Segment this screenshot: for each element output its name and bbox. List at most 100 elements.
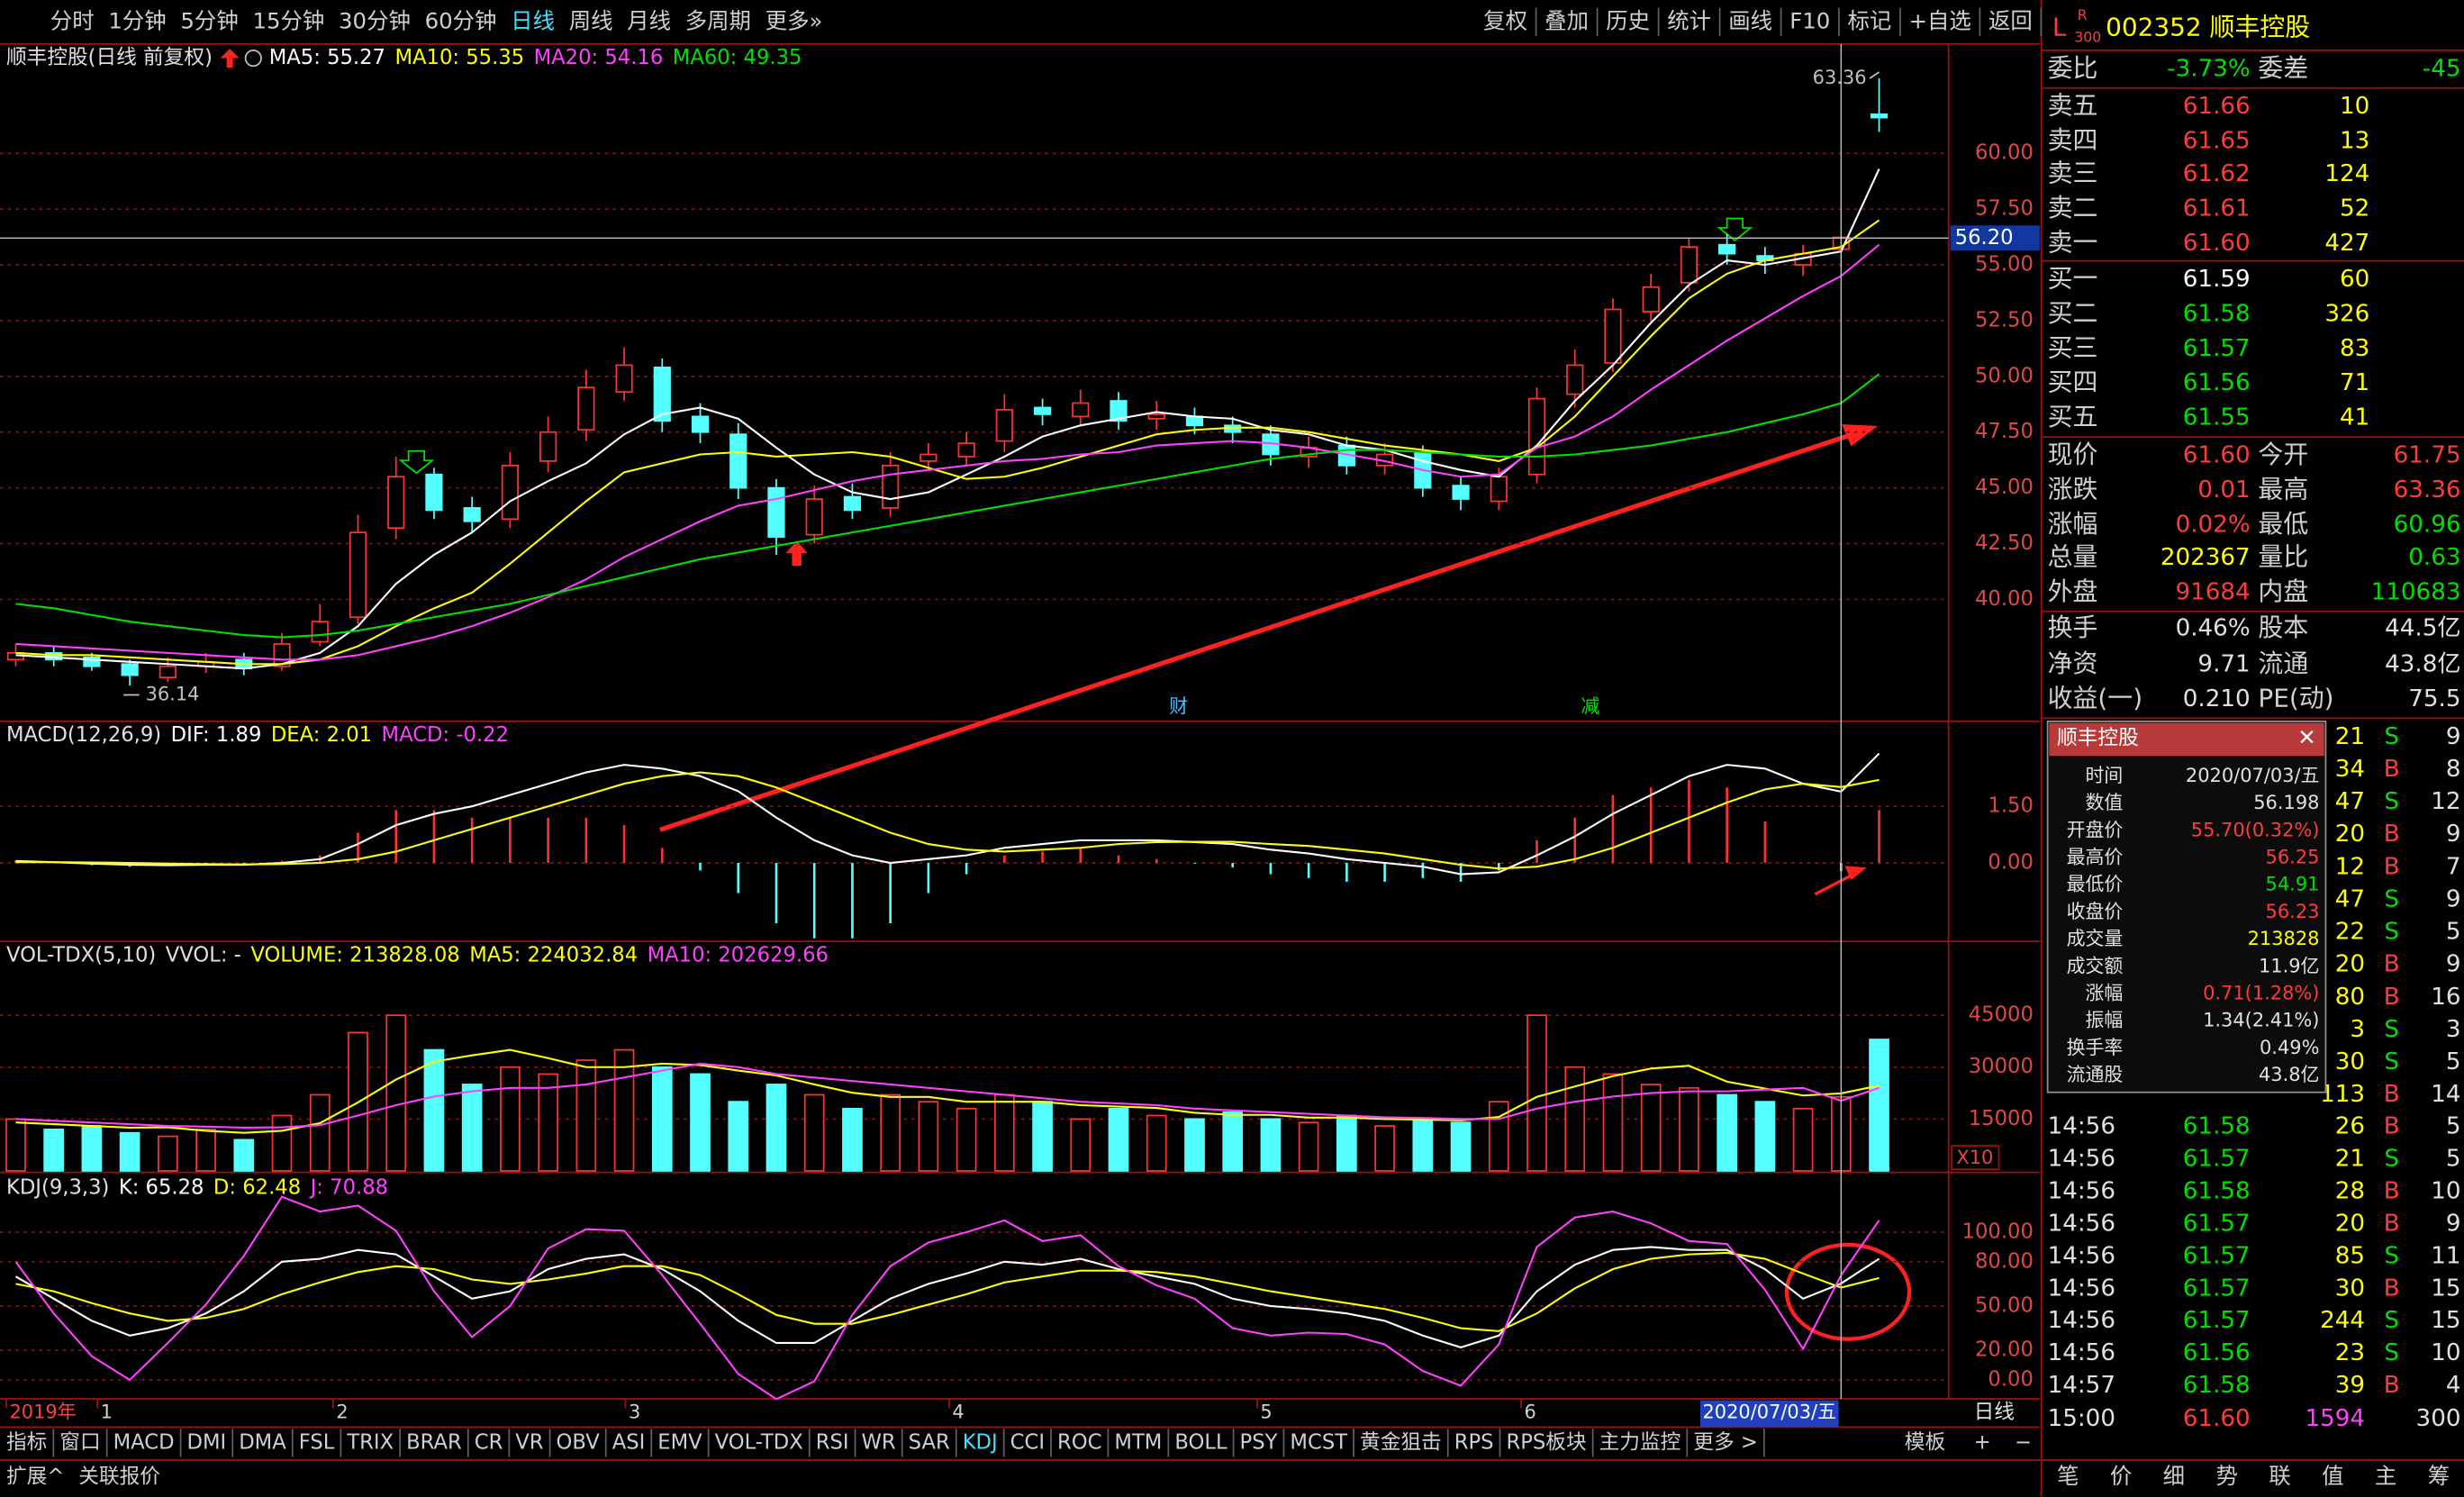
period-tab[interactable]: 多周期 xyxy=(685,7,751,33)
candle-body xyxy=(767,486,785,538)
indicator-tab[interactable]: BRAR xyxy=(406,1430,462,1454)
template-tab[interactable]: + xyxy=(1974,1430,1991,1454)
indicator-tab[interactable]: MCST xyxy=(1290,1430,1347,1454)
indicator-tab[interactable]: OBV xyxy=(557,1430,601,1454)
tick-price: 61.58 xyxy=(2183,1113,2251,1140)
period-tab[interactable]: 5分钟 xyxy=(180,7,238,33)
tool-tab[interactable]: 历史 xyxy=(1606,7,1650,33)
legend-item: KDJ(9,3,3) xyxy=(6,1176,109,1200)
macd-arrow-head xyxy=(1844,866,1867,881)
indicator-tab[interactable]: ASI xyxy=(612,1430,646,1454)
right-tab[interactable]: 笔 xyxy=(2057,1463,2079,1489)
indicator-tab[interactable]: 更多 > xyxy=(1693,1430,1758,1454)
tick-volume: 20 xyxy=(2335,1210,2365,1237)
indicator-tab[interactable]: 指标 xyxy=(6,1430,47,1454)
indicator-tab[interactable]: RSI xyxy=(816,1430,849,1454)
book-volume: 83 xyxy=(2340,335,2369,362)
quote-label: 最高 xyxy=(2258,474,2308,504)
template-tab[interactable]: − xyxy=(2015,1430,2032,1454)
tooltip-label: 涨幅 xyxy=(2085,982,2123,1003)
period-tab[interactable]: 分时 xyxy=(50,7,95,33)
quote-value: 91684 xyxy=(2175,578,2250,605)
indicator-tab[interactable]: MTM xyxy=(1114,1430,1162,1454)
volume-bar xyxy=(1336,1114,1357,1172)
volume-bar xyxy=(842,1107,863,1172)
book-price: 61.62 xyxy=(2183,160,2251,187)
tool-tab[interactable]: +自选 xyxy=(1909,7,1971,33)
y-tick-label: 55.00 xyxy=(1975,253,2034,277)
indicator-tab[interactable]: SAR xyxy=(909,1430,950,1454)
indicator-tab[interactable]: 窗口 xyxy=(59,1430,100,1454)
indicator-tab[interactable]: MACD xyxy=(113,1430,175,1454)
tick-price: 61.56 xyxy=(2183,1339,2251,1366)
indicator-tab[interactable]: CR xyxy=(475,1430,503,1454)
indicator-tab[interactable]: VR xyxy=(515,1430,544,1454)
indicator-tab[interactable]: CCI xyxy=(1010,1430,1045,1454)
indicator-tab[interactable]: ROC xyxy=(1057,1430,1101,1454)
indicator-tab[interactable]: DMA xyxy=(239,1430,286,1454)
tool-tab[interactable]: F10 xyxy=(1789,7,1830,33)
volume-bar xyxy=(1526,1014,1547,1172)
period-tab[interactable]: 日线 xyxy=(511,7,555,33)
candle-body xyxy=(1527,397,1546,476)
bottom-tab[interactable]: 扩展^ xyxy=(6,1465,64,1489)
right-tab[interactable]: 筹 xyxy=(2428,1463,2450,1489)
quote-label: 涨幅 xyxy=(2048,509,2098,539)
right-tab[interactable]: 联 xyxy=(2269,1463,2290,1489)
book-volume: 60 xyxy=(2340,266,2369,293)
indicator-tab[interactable]: VOL-TDX xyxy=(715,1430,803,1454)
right-tab[interactable]: 价 xyxy=(2110,1463,2132,1489)
candle-body xyxy=(387,476,405,530)
indicator-tab[interactable]: EMV xyxy=(657,1430,702,1454)
indicator-tab[interactable]: RPS xyxy=(1454,1430,1494,1454)
indicator-tab[interactable]: WR xyxy=(862,1430,896,1454)
tool-tab[interactable]: 返回 xyxy=(1988,7,2033,33)
legend-item: VOLUME: 213828.08 xyxy=(250,943,459,966)
tooltip-close[interactable]: ✕ xyxy=(2297,724,2315,750)
book-price: 61.57 xyxy=(2183,335,2251,362)
tooltip-value: 56.25 xyxy=(2266,847,2320,868)
volume-bar xyxy=(1222,1111,1244,1172)
indicator-tab[interactable]: PSY xyxy=(1240,1430,1278,1454)
indicator-tab[interactable]: TRIX xyxy=(346,1430,394,1454)
tick-volume: 47 xyxy=(2335,788,2365,815)
period-tab[interactable]: 60分钟 xyxy=(425,7,497,33)
right-tab[interactable]: 细 xyxy=(2163,1463,2185,1489)
right-tab[interactable]: 主 xyxy=(2375,1463,2396,1489)
tool-tab[interactable]: 统计 xyxy=(1667,7,1711,33)
indicator-tab[interactable]: FSL xyxy=(299,1430,335,1454)
right-tab[interactable]: 势 xyxy=(2215,1463,2237,1489)
tick-volume: 30 xyxy=(2335,1048,2365,1075)
indicator-tab[interactable]: KDJ xyxy=(963,1430,998,1454)
indicator-tab[interactable]: DMI xyxy=(187,1430,227,1454)
period-tab[interactable]: 30分钟 xyxy=(339,7,411,33)
right-tab[interactable]: 值 xyxy=(2322,1463,2343,1489)
y-tick-label: 0.00 xyxy=(1988,1367,2033,1391)
period-tab[interactable]: 周线 xyxy=(569,7,613,33)
tooltip-value: 11.9亿 xyxy=(2259,955,2320,976)
tick-count: 16 xyxy=(2431,984,2460,1011)
indicator-tab[interactable]: BOLL xyxy=(1174,1430,1227,1454)
period-tab[interactable]: 1分钟 xyxy=(108,7,166,33)
template-tab[interactable]: 模板 xyxy=(1905,1430,1945,1454)
indicator-tab[interactable]: RPS板块 xyxy=(1506,1430,1586,1454)
period-tab[interactable]: 更多» xyxy=(765,7,823,33)
period-tab[interactable]: 15分钟 xyxy=(252,7,324,33)
indicator-tab[interactable]: 黄金狙击 xyxy=(1360,1430,1442,1454)
tool-tab[interactable]: 画线 xyxy=(1728,7,1772,33)
legend-item: MA5: 55.27 xyxy=(269,46,385,69)
x-label: 2 xyxy=(336,1402,348,1423)
period-tab[interactable]: 月线 xyxy=(627,7,671,33)
tick-side: S xyxy=(2384,788,2399,815)
tick-side: S xyxy=(2384,1146,2399,1173)
tool-tab[interactable]: 标记 xyxy=(1848,7,1892,33)
unit-label: X10 xyxy=(1956,1147,1993,1168)
tick-side: B xyxy=(2384,1275,2400,1302)
indicator-tab[interactable]: 主力监控 xyxy=(1599,1430,1681,1454)
tool-tab[interactable]: 复权 xyxy=(1483,7,1527,33)
tool-tab[interactable]: 叠加 xyxy=(1545,7,1589,33)
code-name: 002352 顺丰控股 xyxy=(2106,12,2310,41)
tick-side: B xyxy=(2384,1177,2400,1204)
volume-bar xyxy=(613,1048,635,1172)
bottom-tab[interactable]: 关联报价 xyxy=(78,1465,160,1489)
